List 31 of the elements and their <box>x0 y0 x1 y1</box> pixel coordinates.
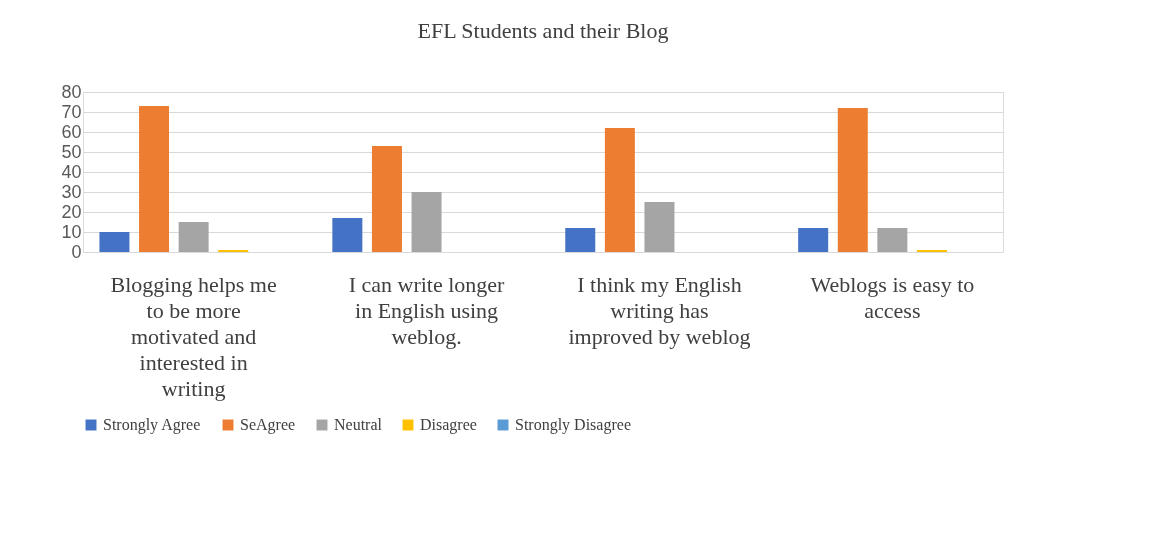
bar <box>411 192 442 252</box>
bar <box>837 108 868 252</box>
legend-label: Disagree <box>420 416 477 434</box>
y-tick-label: 80 <box>61 81 82 102</box>
bar <box>798 228 829 252</box>
x-tick-label: Weblogs is easy to access <box>810 271 975 323</box>
x-tick-label: I think my English writing has improved by weblog <box>568 271 751 349</box>
bar <box>99 232 130 252</box>
bar <box>604 128 635 252</box>
y-tick-label: 50 <box>61 141 82 162</box>
legend-label: SeAgree <box>240 416 296 434</box>
bar <box>877 228 908 252</box>
bar <box>565 228 596 252</box>
y-tick-label: 30 <box>61 181 82 202</box>
y-tick-label: 60 <box>61 121 82 142</box>
x-tick-label: Blogging helps me to be more motivated and interested in writing <box>110 271 277 401</box>
legend-label: Strongly Disagree <box>515 416 631 434</box>
x-tick-label: I can write longer in English using weblog. <box>348 271 506 349</box>
legend-label: Strongly Agree <box>103 416 201 434</box>
bar <box>371 146 402 252</box>
y-tick-label: 10 <box>61 221 82 242</box>
y-tick-label: 0 <box>71 241 82 262</box>
bar <box>332 218 363 252</box>
bar <box>139 106 170 252</box>
chart-title: EFL Students and their Blog <box>417 18 669 43</box>
bar <box>178 222 209 252</box>
bar <box>644 202 675 252</box>
y-tick-label: 70 <box>61 101 82 122</box>
y-tick-label: 20 <box>61 201 82 222</box>
legend-label: Neutral <box>334 416 383 433</box>
y-tick-label: 40 <box>61 161 82 182</box>
